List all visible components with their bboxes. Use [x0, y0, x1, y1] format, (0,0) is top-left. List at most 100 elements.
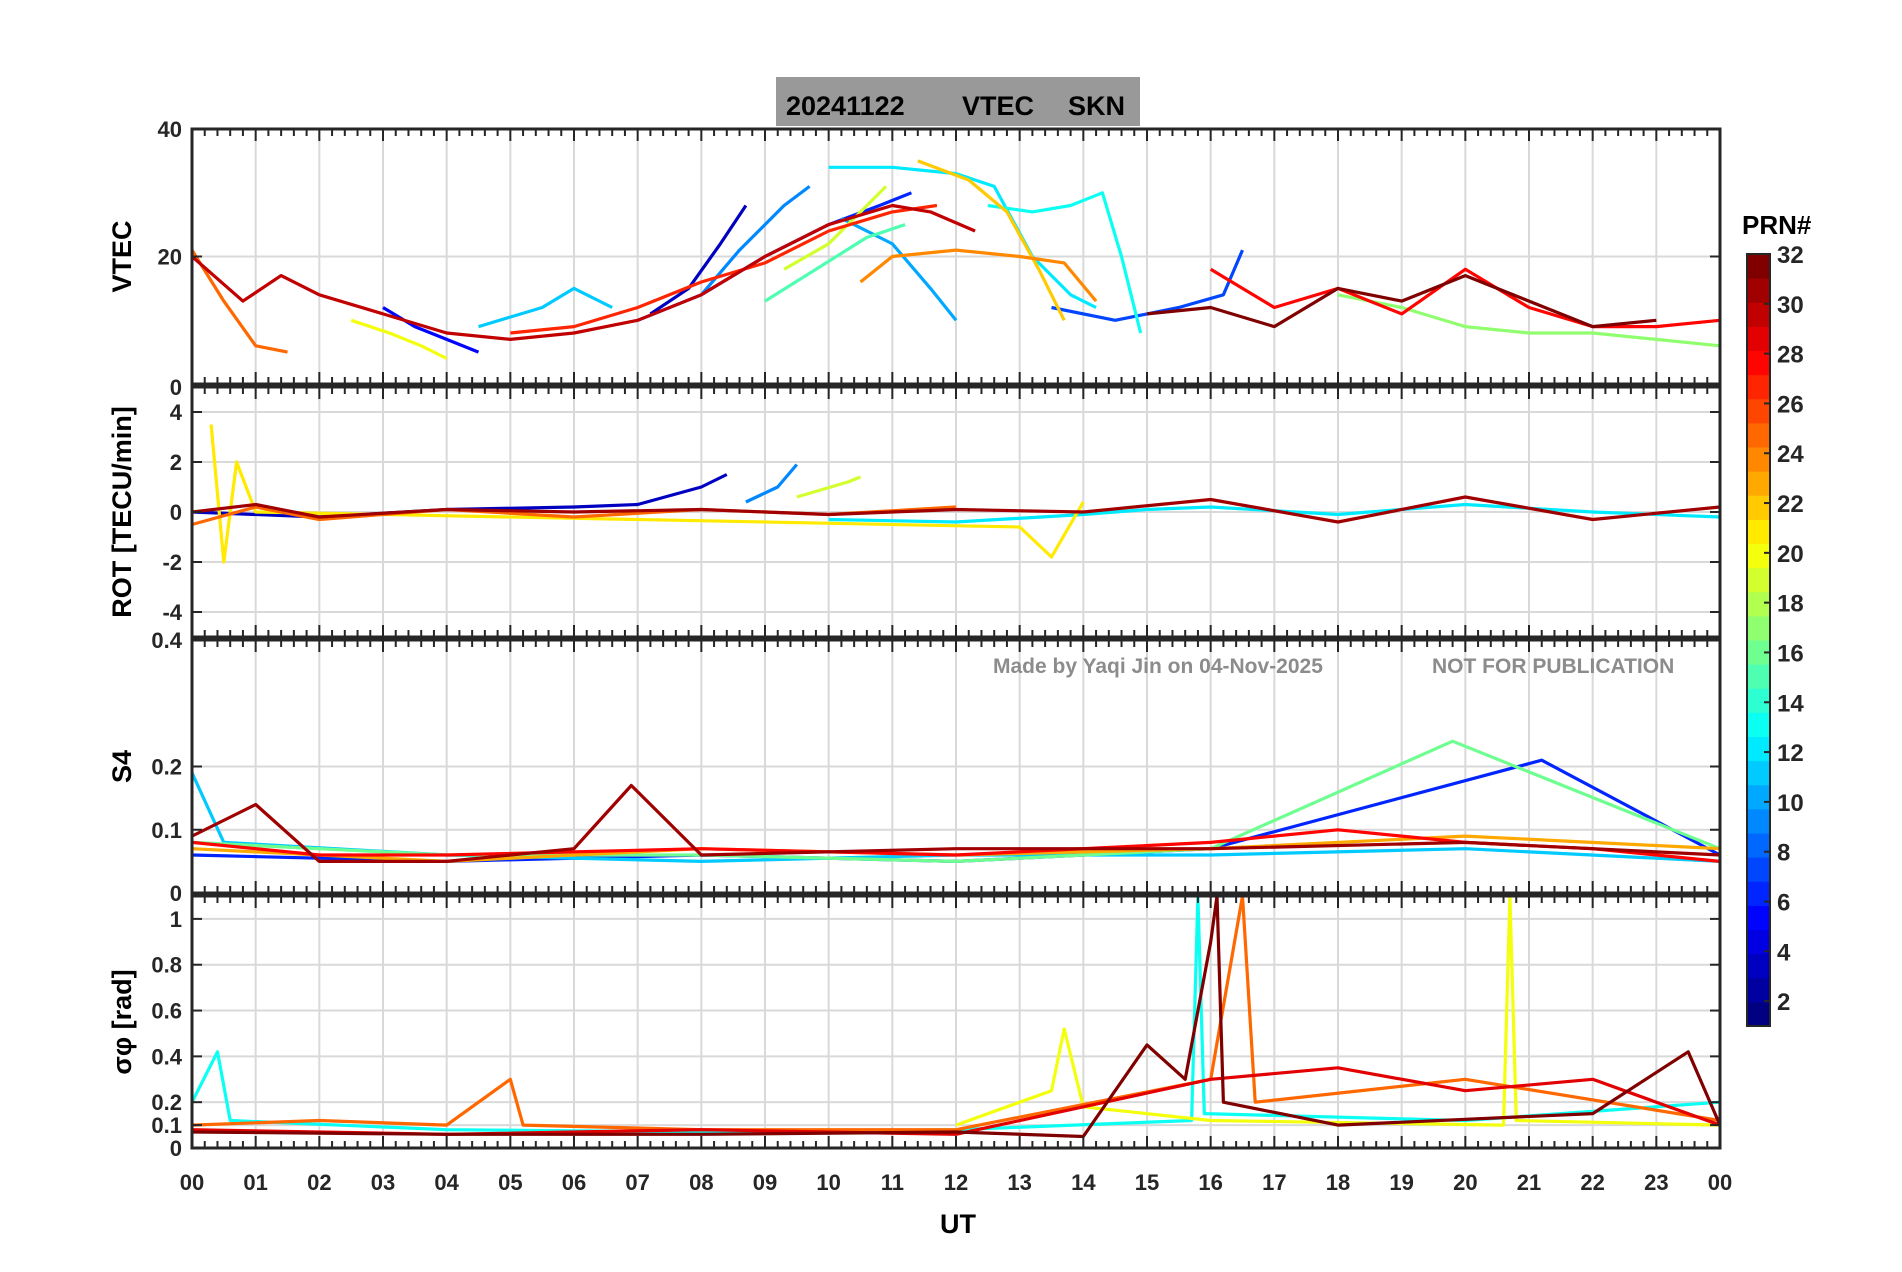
- series-prn-13: [987, 191, 1143, 334]
- series-prn-28: [1209, 267, 1720, 329]
- colorbar-segment: [1747, 905, 1770, 930]
- colorbar-segment: [1747, 591, 1770, 617]
- x-tick-label: 15: [1135, 1170, 1159, 1195]
- x-tick-label: 21: [1517, 1170, 1541, 1195]
- x-tick-label: 03: [371, 1170, 395, 1195]
- x-tick-labels: 00 01 02 03 04 05 06 07 08 09 10 11 12 13 14 15 16 17 18 19…: [180, 1170, 1732, 1195]
- colorbar-tick-label: 6: [1777, 889, 1790, 916]
- x-tick-label: 10: [816, 1170, 840, 1195]
- y-tick-label: 0.8: [151, 953, 182, 978]
- series-group: [192, 739, 1720, 863]
- y-tick-label: 1: [170, 907, 182, 932]
- y-axis-label-s4: S4: [107, 750, 137, 783]
- series-prn-32: [192, 896, 1720, 1139]
- series-prn-20: [350, 318, 448, 360]
- panel-s4: 0.4 0.2 0.1 0 S4: [107, 628, 1722, 906]
- colorbar-segment: [1747, 977, 1770, 1003]
- y-axis-label-rot: ROT [TECU/min]: [107, 406, 137, 617]
- y-tick-label: 0.6: [151, 999, 182, 1024]
- y-tick-label: 0: [170, 1136, 182, 1161]
- watermark-author: Made by Yaqi Jin on 04-Nov-2025: [993, 655, 1323, 678]
- x-tick-label: 08: [689, 1170, 713, 1195]
- y-tick-label: 2: [170, 450, 182, 475]
- series-prn-24: [859, 248, 1098, 303]
- x-tick-label: 01: [243, 1170, 267, 1195]
- colorbar-frame: [1746, 253, 1771, 1027]
- y-tick-label: 0.4: [151, 1044, 182, 1069]
- colorbar-segment: [1747, 398, 1770, 424]
- series-prn-9: [700, 185, 811, 296]
- panel-sigma_phi: 1 0.8 0.6 0.4 0.20.10 σφ [rad]: [107, 894, 1722, 1161]
- colorbar-segment: [1747, 567, 1770, 593]
- series-prn-25: [192, 896, 1720, 1132]
- x-tick-label: 11: [881, 1170, 904, 1195]
- colorbar-tick-label: 8: [1777, 840, 1790, 867]
- title-box: 20241122 VTEC SKN: [776, 77, 1140, 126]
- colorbar-tick-label: 20: [1777, 541, 1804, 568]
- colorbar-tick-label: 10: [1777, 790, 1804, 817]
- colorbar-segment: [1747, 543, 1770, 569]
- colorbar-tick-label: 2: [1777, 989, 1790, 1016]
- x-tick-label: 22: [1580, 1170, 1604, 1195]
- x-ticks: [191, 129, 1721, 384]
- x-tick-label: 19: [1389, 1170, 1413, 1195]
- series-group: [192, 159, 1720, 360]
- x-tick-label: 18: [1326, 1170, 1350, 1195]
- series-prn-11: [478, 286, 613, 329]
- colorbar-segment: [1747, 447, 1770, 472]
- colorbar-segment: [1747, 254, 1770, 279]
- colorbar-segment: [1747, 1001, 1770, 1027]
- series-prn-27: [510, 203, 938, 335]
- colorbar-tick-label: 32: [1777, 242, 1804, 269]
- colorbar-segment: [1747, 302, 1770, 327]
- series-prn-25: [192, 249, 288, 354]
- y-axis-label-sigma_phi: σφ [rad]: [107, 969, 137, 1074]
- series-prn-19: [796, 475, 862, 499]
- x-tick-label: 00: [1708, 1170, 1732, 1195]
- x-tick-label: 07: [625, 1170, 649, 1195]
- colorbar-tick-label: 26: [1777, 391, 1804, 418]
- y-tick-label: -2: [162, 550, 182, 575]
- colorbar-segment: [1747, 495, 1770, 520]
- x-tick-label: 09: [753, 1170, 777, 1195]
- y-tick-label: 0.1: [151, 1113, 182, 1138]
- y-tick-label: 40: [158, 117, 182, 142]
- series-prn-22: [917, 159, 1066, 322]
- x-ticks: [191, 640, 1721, 893]
- colorbar-segment: [1747, 688, 1770, 713]
- colorbar-tick-label: 18: [1777, 591, 1804, 618]
- colorbar-segment: [1747, 712, 1770, 737]
- x-tick-label: 00: [180, 1170, 204, 1195]
- x-tick-label: 12: [944, 1170, 968, 1195]
- x-tick-label: 04: [434, 1170, 459, 1195]
- colorbar-segment: [1747, 640, 1770, 665]
- colorbar-segment: [1747, 929, 1770, 955]
- colorbar-segment: [1747, 736, 1770, 762]
- colorbar-segment: [1747, 857, 1770, 882]
- series-prn-15: [764, 223, 906, 303]
- series-group: [192, 896, 1720, 1139]
- title-station: SKN: [1068, 91, 1125, 121]
- colorbar-tick-label: 4: [1777, 939, 1791, 966]
- colorbar-segment: [1747, 881, 1770, 906]
- watermark-notice: NOT FOR PUBLICATION: [1432, 655, 1674, 678]
- colorbar-segment: [1747, 278, 1770, 303]
- x-tick-label: 20: [1453, 1170, 1477, 1195]
- panel-vtec: 40 20 VTEC: [107, 117, 1722, 386]
- x-tick-label: 17: [1262, 1170, 1286, 1195]
- series-prn-32: [1146, 274, 1657, 329]
- series-prn-21: [209, 424, 1085, 564]
- x-tick-label: 13: [1007, 1170, 1031, 1195]
- series-prn-17: [1337, 293, 1720, 348]
- x-axis-label: UT: [940, 1209, 976, 1239]
- title-quantity: VTEC: [962, 91, 1034, 121]
- panel-grid: [192, 896, 1720, 1148]
- colorbar-tick-label: 28: [1777, 342, 1804, 369]
- x-tick-label: 02: [307, 1170, 331, 1195]
- colorbar-segment: [1747, 422, 1770, 448]
- colorbar-segment: [1747, 784, 1770, 810]
